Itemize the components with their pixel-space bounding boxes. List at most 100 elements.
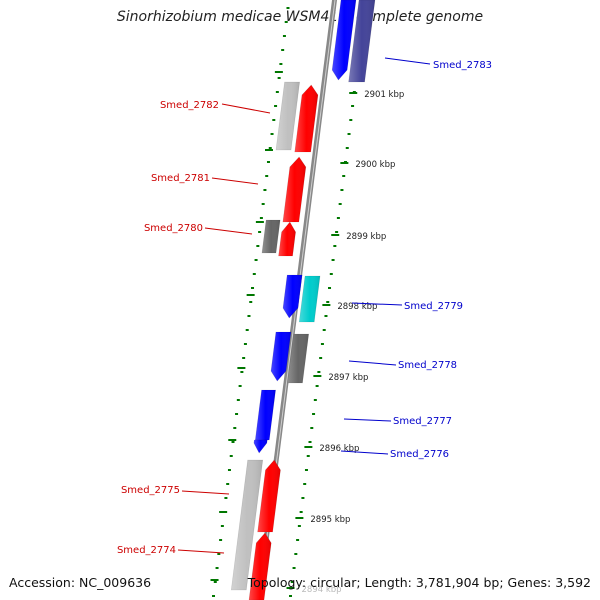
tick-mark xyxy=(289,595,293,597)
tick-mark xyxy=(319,357,323,359)
scale-label: 2894 kbp xyxy=(302,585,342,595)
gene-label[interactable]: Smed_2774 xyxy=(117,545,176,556)
gene-label-leader xyxy=(177,549,225,554)
tick-mark xyxy=(336,217,340,219)
tick-mark xyxy=(235,413,239,415)
tick-mark xyxy=(251,287,255,289)
tick-mark xyxy=(255,221,264,223)
gene-label[interactable]: Smed_2782 xyxy=(160,100,219,111)
gene-label[interactable]: Smed_2778 xyxy=(398,360,457,371)
tick-mark xyxy=(290,581,294,583)
gene-label[interactable]: Smed_2777 xyxy=(393,416,452,427)
tick-mark xyxy=(312,413,316,415)
tick-mark xyxy=(324,315,328,317)
gene-label-leader xyxy=(221,103,271,114)
tick-mark xyxy=(217,553,221,555)
tick-mark xyxy=(322,329,326,331)
gene-label[interactable]: Smed_2776 xyxy=(390,449,449,460)
tick-mark xyxy=(249,301,253,303)
tick-mark xyxy=(245,329,249,331)
gene-label[interactable]: Smed_2780 xyxy=(144,223,203,234)
tick-mark xyxy=(347,133,351,135)
scale-label: 2901 kbp xyxy=(364,90,404,100)
scale-label: 2899 kbp xyxy=(346,232,386,242)
tick-mark xyxy=(292,567,296,569)
gene-smed-2775-left-sheen xyxy=(231,460,263,590)
tick-mark xyxy=(236,399,240,401)
gene-label[interactable]: Smed_2781 xyxy=(151,173,210,184)
gene-label-leader xyxy=(351,302,403,306)
genome-title: Sinorhizobium medicae WSM419, complete g… xyxy=(116,9,484,25)
tick-mark xyxy=(351,105,355,107)
tick-mark xyxy=(210,579,219,581)
gene-label-leader xyxy=(348,360,397,366)
tick-mark xyxy=(326,301,330,303)
gene-smed-2782-left-sheen xyxy=(276,82,300,150)
tick-mark xyxy=(227,469,231,471)
genome-summary: Topology: circular; Length: 3,781,904 bp… xyxy=(247,575,591,590)
tick-mark xyxy=(220,525,224,527)
tick-mark xyxy=(228,439,237,441)
gene-label-leader xyxy=(181,490,230,495)
scale-label: 2895 kbp xyxy=(310,515,350,525)
tick-mark xyxy=(212,595,216,597)
tick-mark xyxy=(237,367,246,369)
gene-smed-2774-sheen xyxy=(249,533,272,600)
tick-mark xyxy=(277,77,281,79)
tick-mark xyxy=(219,511,228,513)
gene-smed-2775-sheen xyxy=(257,460,281,532)
gene-smed-2779-sheen xyxy=(282,275,303,318)
tick-mark xyxy=(265,175,269,177)
tick-mark xyxy=(328,287,332,289)
tick-mark xyxy=(331,234,340,236)
tick-mark xyxy=(219,539,223,541)
tick-mark xyxy=(246,294,255,296)
tick-mark xyxy=(335,231,339,233)
tick-mark xyxy=(240,371,244,373)
tick-mark xyxy=(233,427,237,429)
gene-label[interactable]: Smed_2775 xyxy=(121,485,180,496)
tick-mark xyxy=(231,441,235,443)
gene-label-leader xyxy=(211,177,259,185)
tick-mark xyxy=(322,304,331,306)
gene-smed-2781-sheen xyxy=(282,157,306,222)
tick-mark xyxy=(315,385,319,387)
tick-mark xyxy=(304,446,313,448)
gene-label-leader xyxy=(343,418,392,422)
tick-mark xyxy=(313,375,322,377)
tick-mark xyxy=(320,343,324,345)
tick-mark xyxy=(342,175,346,177)
gene-label[interactable]: Smed_2779 xyxy=(404,301,463,312)
tick-mark xyxy=(272,119,276,121)
tick-mark xyxy=(256,245,260,247)
tick-mark xyxy=(258,231,262,233)
scale-label: 2900 kbp xyxy=(355,160,395,170)
tick-mark xyxy=(243,343,247,345)
tick-mark xyxy=(281,49,285,51)
tick-mark xyxy=(345,147,349,149)
tick-mark xyxy=(340,189,344,191)
tick-mark xyxy=(296,539,300,541)
tick-mark xyxy=(349,92,358,94)
tick-mark xyxy=(275,91,279,93)
gene-label-leader xyxy=(340,450,389,455)
tick-mark xyxy=(282,35,286,37)
tick-mark xyxy=(299,511,303,513)
tick-mark xyxy=(284,21,288,23)
gene-label-leader xyxy=(384,57,431,65)
gene-smed-2783b-sheen xyxy=(348,0,375,82)
tick-mark xyxy=(259,217,263,219)
gene-smed-2776-sheen xyxy=(253,440,268,453)
tick-mark xyxy=(238,385,242,387)
tick-mark xyxy=(274,105,278,107)
tick-mark xyxy=(317,371,321,373)
gene-smed-2782-sheen xyxy=(294,85,318,152)
tick-mark xyxy=(331,259,335,261)
gene-label[interactable]: Smed_2783 xyxy=(433,60,492,71)
tick-mark xyxy=(308,441,312,443)
scale-label: 2897 kbp xyxy=(328,373,368,383)
tick-mark xyxy=(286,587,295,589)
tick-mark xyxy=(265,149,273,151)
tick-mark xyxy=(338,203,342,205)
